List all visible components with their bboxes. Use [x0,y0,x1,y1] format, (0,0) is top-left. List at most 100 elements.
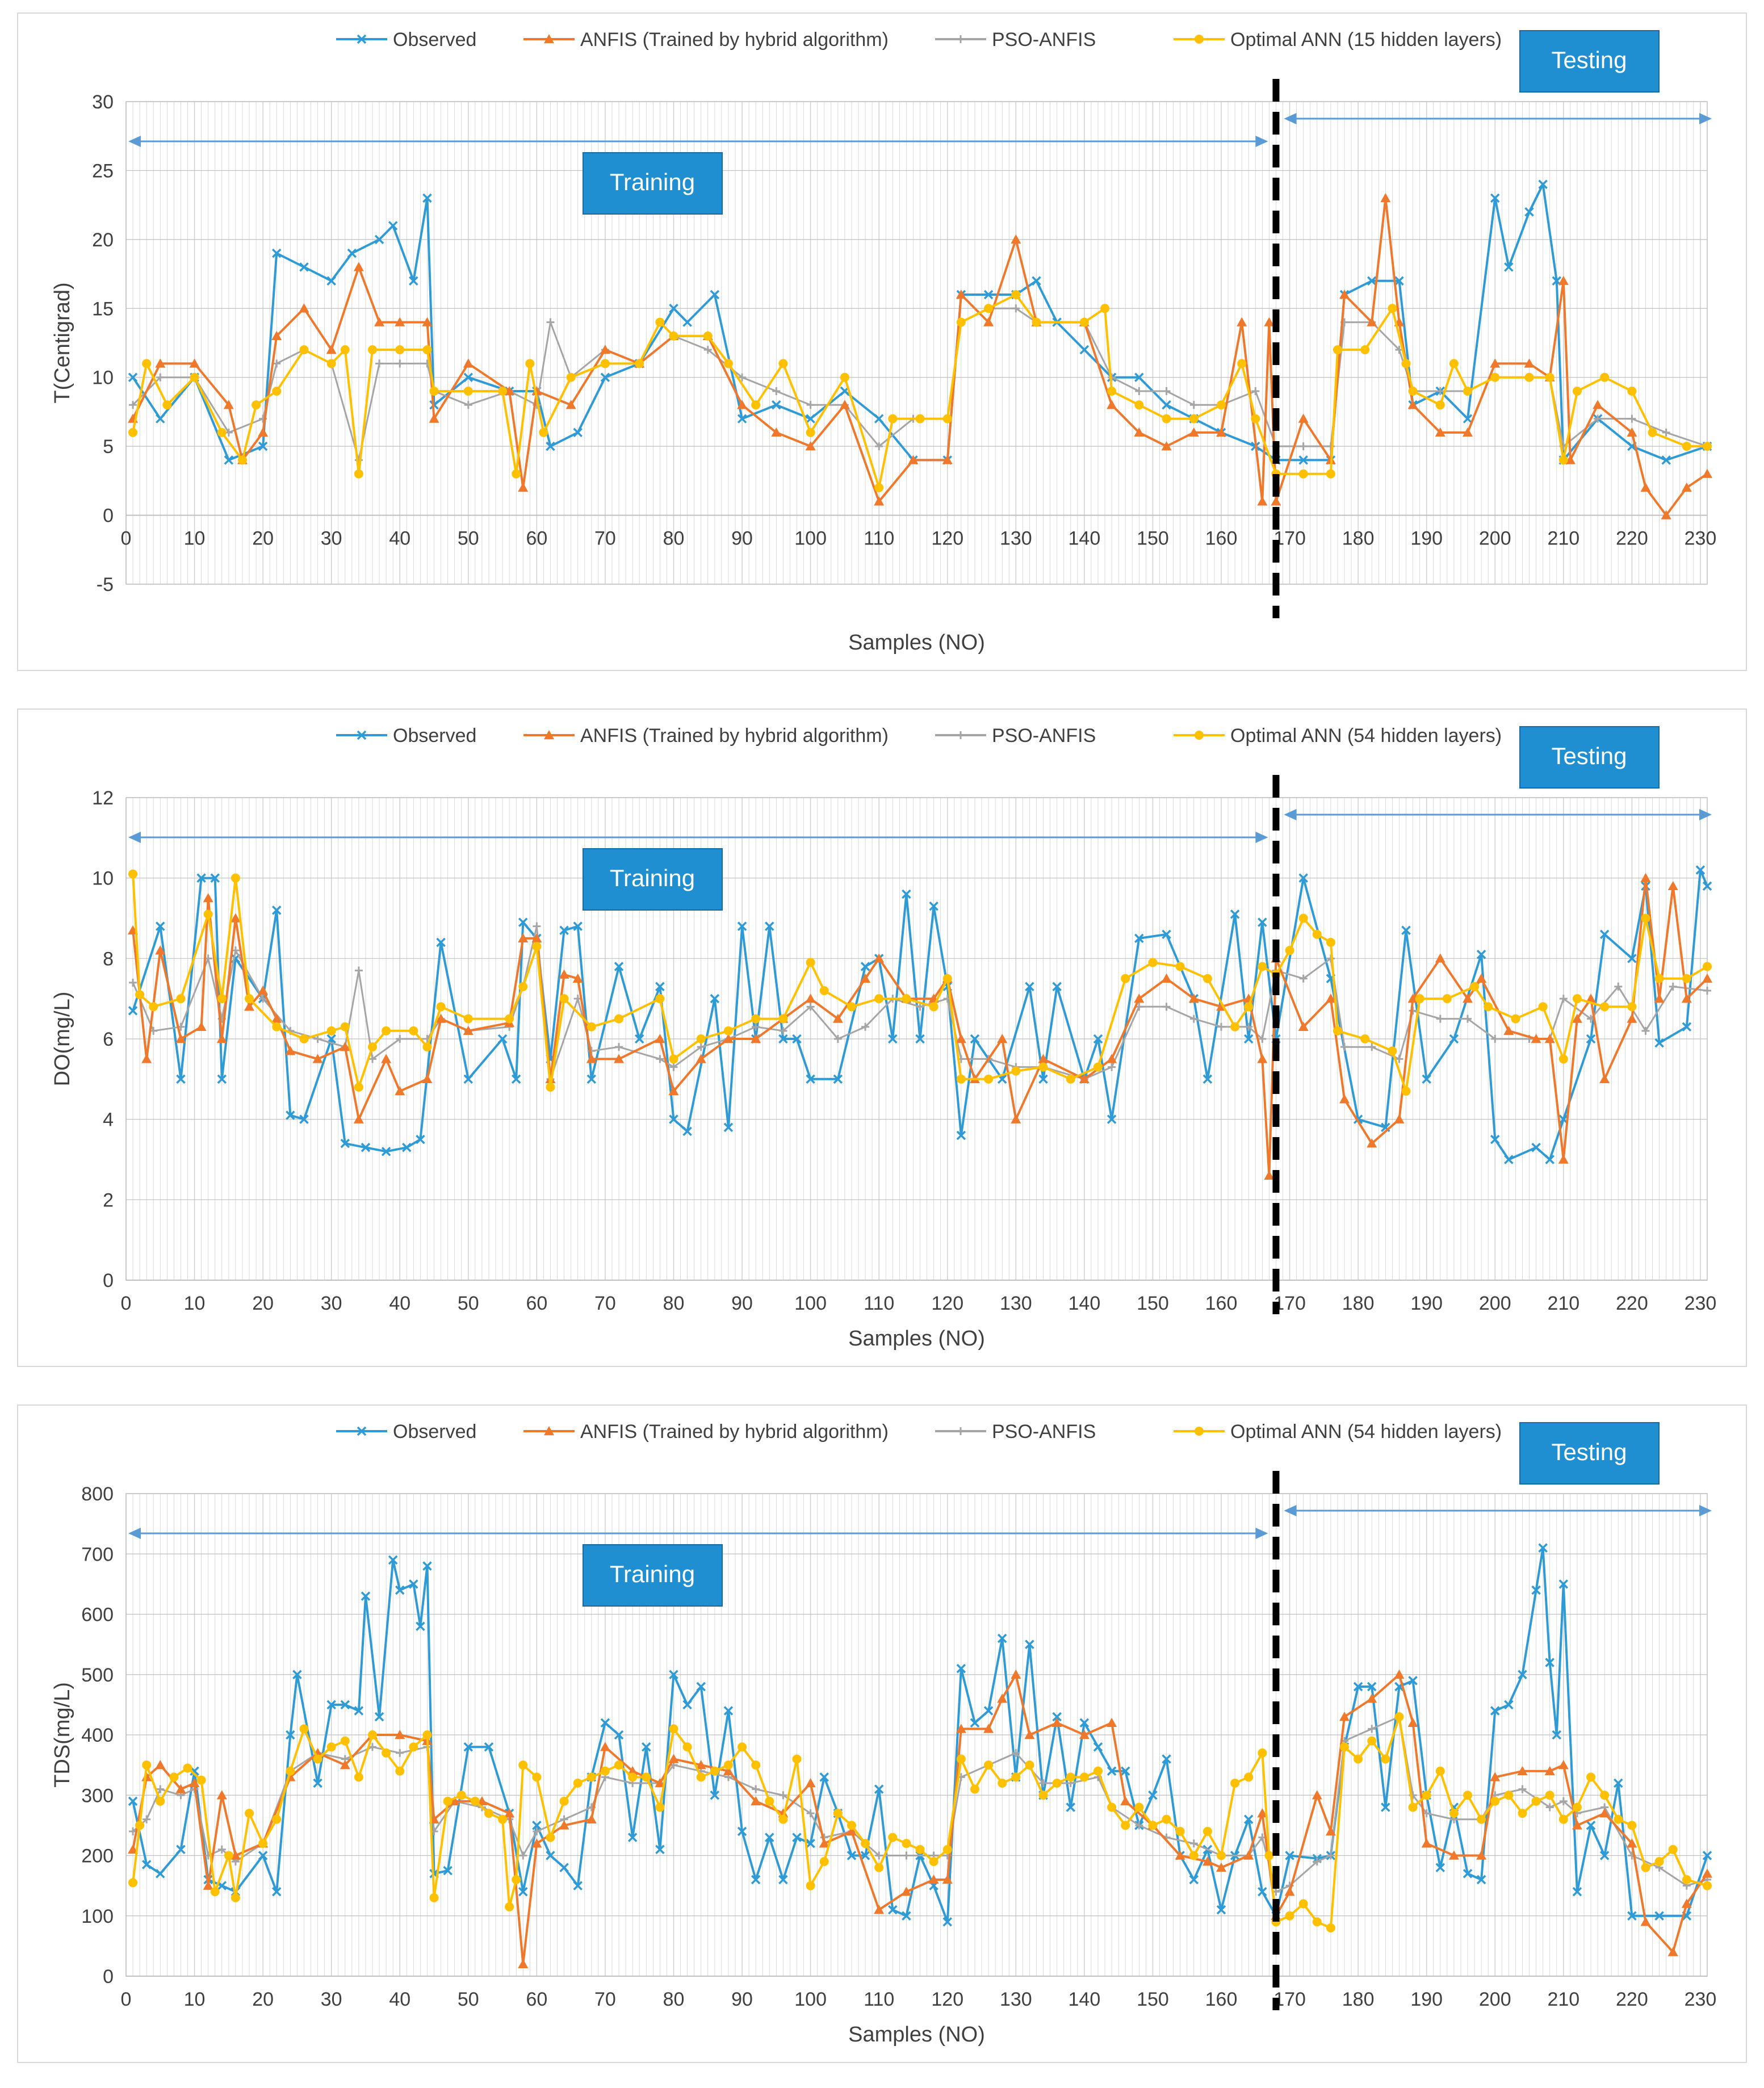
anfis-marker [655,1778,665,1788]
observed-marker [765,921,774,931]
ann-marker [258,1839,268,1848]
y-tick-label: 15 [92,298,114,320]
x-tick-label: 50 [458,528,479,550]
ann-marker [128,869,138,879]
ann-marker [1531,1796,1541,1806]
anfis-marker [1702,973,1712,983]
pso-anfis-marker [143,1815,151,1823]
x-tick-label: 200 [1479,1989,1511,2010]
anfis-marker [600,345,610,354]
ann-marker [128,1878,138,1888]
training-label: Training [610,169,695,195]
anfis-marker [1284,1886,1295,1896]
ann-marker [1415,994,1424,1004]
anfis-marker [422,1074,433,1084]
observed-marker [1504,1700,1514,1710]
observed-marker [1258,917,1267,927]
anfis-marker [559,1820,569,1830]
anfis-marker [175,1784,186,1793]
anfis-marker [805,993,816,1003]
anfis-marker [353,262,364,271]
anfis-marker [1599,1808,1610,1818]
ann-marker [443,1796,452,1806]
ann-marker [1558,455,1568,465]
anfis-marker [832,1013,843,1023]
observed-marker [1538,179,1548,189]
x-tick-label: 50 [458,1989,479,2010]
observed-marker [395,1585,405,1595]
observed-marker [443,1865,452,1876]
temperature-chart: -5 0 5 10 15 20 25 30 0 10 20 30 40 50 60 70 80 90 100 110 1… [51,29,1716,655]
ann-marker [723,1760,733,1770]
observed-marker [286,1110,295,1120]
observed-marker [1258,1887,1267,1897]
pso-anfis-marker [1189,401,1198,409]
anfis-marker [155,1760,166,1770]
ann-marker [1388,1046,1397,1056]
pso-anfis-marker [1012,1749,1020,1757]
observed-marker [1627,1911,1637,1921]
ann-marker [970,1784,979,1794]
ann-marker [299,1034,309,1043]
anfis-marker [1079,1074,1090,1084]
anfis-marker [395,317,405,326]
observed-marker [497,1034,508,1044]
anfis-marker [1681,993,1692,1003]
x-tick-label: 190 [1410,528,1443,550]
ann-marker [1463,387,1473,396]
observed-marker [1367,276,1377,286]
ann-marker [340,1022,350,1032]
ann-marker [142,1760,152,1770]
anfis-marker [668,1086,679,1096]
anfis-marker [531,933,542,943]
pso-anfis-marker [1258,1035,1267,1043]
ann-marker [751,1014,761,1024]
ann-marker [512,1875,521,1884]
anfis-marker [1038,1054,1049,1063]
observed-marker [156,414,165,424]
training-label: Training [610,1561,695,1587]
ann-marker [614,1760,624,1770]
grid-lines [125,101,1708,585]
observed-marker [682,317,692,327]
observed-marker [1025,982,1034,992]
anfis-marker [1421,1838,1432,1848]
pso-anfis-marker [916,1003,924,1011]
pso-anfis-marker [902,1851,911,1860]
ann-marker [183,1763,192,1773]
ann-marker [819,1857,829,1867]
anfis-marker [1627,427,1637,437]
observed-marker [792,1034,802,1044]
pso-anfis-marker [1641,1026,1650,1035]
anfis-marker [504,386,515,396]
anfis-marker [285,1046,296,1055]
ann-marker [1230,1779,1240,1788]
grid-lines [125,1493,1708,1977]
observed-marker [361,1143,371,1152]
ann-marker [1354,1754,1363,1764]
ann-marker [525,359,535,368]
ann-marker [237,455,247,465]
anfis-marker [196,1021,207,1031]
observed-marker [128,372,138,382]
observed-marker [1614,1778,1623,1788]
y-tick-label: 0 [103,1966,114,1988]
ann-marker [642,1772,651,1782]
pso-anfis-marker [313,1035,322,1043]
anfis-marker [1264,1170,1275,1180]
anfis-marker [805,441,816,451]
ann-marker [1195,35,1204,44]
observed-marker [942,1917,952,1927]
observed-marker [422,193,432,203]
observed-marker [422,1561,432,1571]
y-tick-label: 8 [103,948,114,970]
ann-marker [1703,962,1712,971]
x-tick-label: 220 [1616,1293,1648,1314]
training-box-bg [583,1544,723,1607]
anfis-marker [340,1042,350,1051]
anfis-marker [1558,275,1569,285]
legend-label: PSO-ANFIS [992,1421,1096,1443]
x-tick-label: 10 [184,528,206,550]
ann-marker [1401,1087,1411,1096]
